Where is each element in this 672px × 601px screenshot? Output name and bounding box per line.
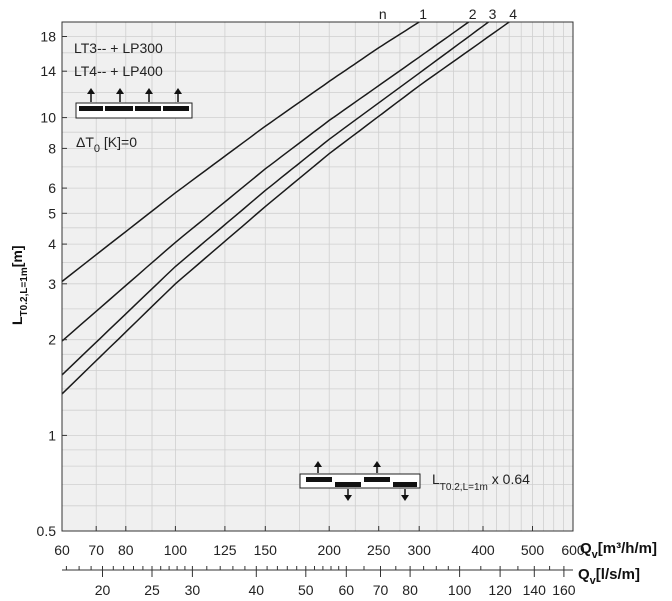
curve-label-4: 4 [509,6,517,22]
x-tick-label: 125 [213,542,237,558]
x2-tick-label: 120 [488,582,512,598]
config-label-2: LT4-- + LP400 [74,63,163,79]
curve-header-label: n [379,6,387,22]
x2-axis-label: Qv[l/s/m] [578,566,640,587]
x-tick-label: 500 [521,542,545,558]
x2-tick-label: 140 [523,582,547,598]
y-tick-label: 10 [40,110,56,126]
curve-label-1: 1 [419,6,427,22]
x2-tick-label: 40 [249,582,265,598]
y-axis-label: LT0.2,L=1m[m] [9,245,30,325]
x2-tick-label: 100 [448,582,472,598]
x2-tick-label: 20 [95,582,111,598]
series-line-1 [61,21,420,283]
y-tick-label: 0.5 [37,523,57,539]
config-label-1: LT3-- + LP300 [74,40,163,56]
y-tick-label: 4 [48,236,56,252]
x-tick-label: 150 [254,542,278,558]
delta-t-label: ΔT0 [K]=0 [76,134,137,155]
x-tick-label: 70 [88,542,104,558]
series-line-3 [61,21,489,376]
y-tick-label: 6 [48,180,56,196]
plot-frame [61,21,574,532]
y-tick-label: 1 [48,427,56,443]
x2-tick-label: 80 [402,582,418,598]
curve-label-3: 3 [489,6,497,22]
x-tick-label: 600 [561,542,585,558]
diffuser-up-icon [75,88,193,119]
series-line-2 [61,21,470,342]
y-tick-label: 18 [40,29,56,45]
x2-tick-label: 30 [185,582,201,598]
x-tick-label: 400 [471,542,495,558]
x-tick-label: 200 [318,542,342,558]
x-tick-label: 60 [54,542,70,558]
x-tick-label: 80 [118,542,134,558]
x-tick-label: 250 [367,542,391,558]
curve-label-2: 2 [469,6,477,22]
x-tick-label: 300 [408,542,432,558]
x2-tick-label: 25 [144,582,160,598]
y-tick-label: 3 [48,276,56,292]
y-tick-label: 14 [40,63,56,79]
diffuser-updown-icon [299,461,421,501]
y-tick-label: 2 [48,332,56,348]
x-ticks: 60 70 80 100 125 150 200 250 300 400 500 600 [54,526,585,558]
x2-tick-label: 70 [373,582,389,598]
factor-label: LT0.2,L=1m x 0.64 [432,471,530,493]
x2-axis: 20 25 30 40 50 60 70 80 100 120 140 160 [62,566,576,598]
y-tick-label: 5 [48,205,56,221]
series-line-4 [61,21,510,395]
x-tick-label: 100 [164,542,188,558]
y-ticks: 0.5 1 2 3 4 5 6 8 10 14 18 [37,29,67,539]
x2-tick-label: 50 [298,582,314,598]
x-axis-label: Qv[m³/h/m] [580,540,657,561]
x2-tick-label: 60 [339,582,355,598]
y-tick-label: 8 [48,140,56,156]
curves [61,21,510,395]
x2-tick-label: 160 [552,582,576,598]
